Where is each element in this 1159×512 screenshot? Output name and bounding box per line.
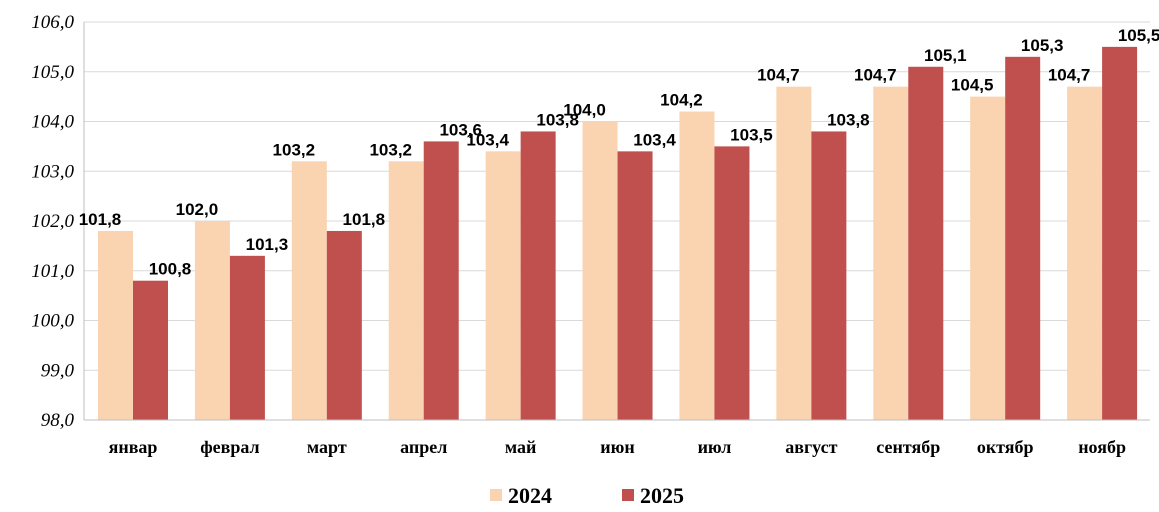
y-tick-label: 101,0 [31, 261, 74, 282]
x-tick-label: август [785, 437, 837, 457]
data-label-2025-2: 101,8 [343, 210, 386, 229]
x-tick-label: июн [600, 437, 635, 457]
data-label-2024-8: 104,7 [854, 66, 897, 85]
y-tick-label: 104,0 [31, 112, 74, 133]
x-tick-label: март [307, 437, 347, 457]
bar-2025-7 [811, 131, 847, 420]
y-tick-label: 103,0 [31, 161, 74, 182]
data-label-2024-7: 104,7 [757, 66, 800, 85]
data-label-2024-0: 101,8 [79, 210, 122, 229]
legend-swatch-2025 [622, 489, 634, 501]
bar-2025-2 [326, 230, 362, 420]
bar-2025-10 [1102, 46, 1138, 420]
data-label-2025-1: 101,3 [246, 235, 289, 254]
y-tick-label: 98,0 [41, 410, 75, 431]
x-axis: январ феврал март апрел май июн июл август сентя… [84, 419, 1150, 457]
data-label-2024-4: 103,4 [466, 130, 509, 149]
legend-swatch-2024 [490, 489, 502, 501]
data-label-2024-2: 103,2 [273, 140, 316, 159]
data-label-2024-5: 104,0 [563, 101, 606, 120]
y-axis: 98,0 99,0 100,0 101,0 102,0 103,0 104,0 105,0 10… [31, 12, 85, 431]
data-label-2025-4: 103,8 [536, 110, 579, 129]
data-label-2025-6: 103,5 [730, 125, 773, 144]
bar-2025-5 [617, 151, 653, 420]
bar-2025-4 [520, 131, 556, 420]
x-tick-label: май [505, 437, 537, 457]
bar-2025-8 [908, 66, 944, 421]
bar-2025-1 [229, 255, 265, 420]
x-tick-label: апрел [400, 437, 447, 457]
bar-2024-2 [291, 161, 327, 421]
x-tick-label: феврал [200, 437, 259, 457]
bar-2024-6 [679, 111, 715, 421]
bar-2024-4 [485, 151, 521, 420]
legend-label-2024: 2024 [508, 483, 552, 508]
data-label-2024-9: 104,5 [951, 76, 994, 95]
y-tick-label: 106,0 [31, 12, 74, 33]
bar-2025-3 [423, 141, 459, 420]
data-label-2025-9: 105,3 [1021, 36, 1064, 55]
bar-2024-1 [194, 221, 230, 420]
bar-2024-3 [388, 161, 424, 421]
data-label-2024-3: 103,2 [369, 140, 412, 159]
data-label-2024-6: 104,2 [660, 91, 703, 110]
data-label-2025-5: 103,4 [633, 130, 676, 149]
legend: 2024 2025 [490, 483, 684, 508]
bar-2025-9 [1005, 56, 1041, 420]
y-tick-label: 102,0 [31, 211, 74, 232]
data-label-2025-8: 105,1 [924, 46, 967, 65]
data-label-2025-10: 105,5 [1118, 26, 1159, 45]
bar-2024-7 [776, 86, 812, 421]
x-tick-label: июл [698, 437, 732, 457]
legend-label-2025: 2025 [640, 483, 684, 508]
x-tick-label: январ [109, 437, 158, 457]
data-label-2025-0: 100,8 [149, 260, 192, 279]
bar-2025-0 [133, 280, 168, 420]
x-tick-label: октябр [977, 437, 1034, 457]
data-label-2024-10: 104,7 [1048, 66, 1091, 85]
data-label-2025-7: 103,8 [827, 110, 870, 129]
y-tick-label: 105,0 [31, 62, 74, 83]
bar-2024-9 [970, 96, 1006, 420]
bar-2024-10 [1067, 86, 1103, 421]
bar-2025-6 [714, 146, 750, 420]
bars [98, 46, 1138, 421]
data-labels: 101,8 100,8 102,0 101,3 103,2 101,8 103,2 103,6… [79, 26, 1159, 279]
bar-2024-0 [98, 230, 133, 420]
bar-2024-5 [582, 121, 618, 420]
y-tick-label: 99,0 [41, 360, 75, 381]
x-tick-label: сентябр [876, 437, 940, 457]
data-label-2025-3: 103,6 [439, 120, 482, 139]
data-label-2024-1: 102,0 [176, 200, 219, 219]
y-tick-label: 100,0 [31, 311, 74, 332]
bar-2024-8 [873, 86, 909, 421]
x-tick-label: ноябр [1078, 437, 1126, 457]
